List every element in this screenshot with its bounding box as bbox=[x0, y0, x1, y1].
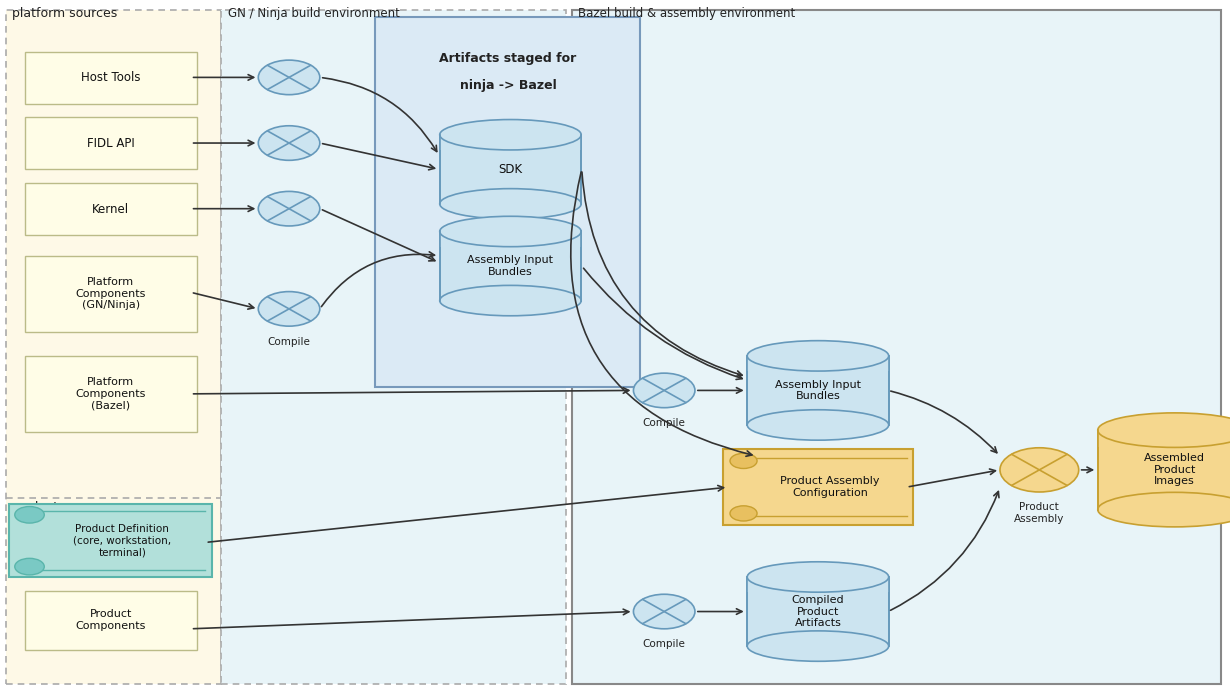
FancyBboxPatch shape bbox=[25, 117, 197, 169]
FancyBboxPatch shape bbox=[572, 10, 1221, 684]
FancyBboxPatch shape bbox=[25, 256, 197, 332]
Ellipse shape bbox=[440, 285, 581, 316]
Ellipse shape bbox=[440, 216, 581, 247]
FancyBboxPatch shape bbox=[723, 449, 913, 525]
Circle shape bbox=[731, 453, 758, 468]
FancyBboxPatch shape bbox=[25, 52, 197, 104]
Circle shape bbox=[258, 60, 320, 95]
Text: Compiled
Product
Artifacts: Compiled Product Artifacts bbox=[792, 595, 844, 628]
FancyBboxPatch shape bbox=[748, 576, 888, 592]
Text: ninja -> Bazel: ninja -> Bazel bbox=[460, 79, 556, 93]
FancyBboxPatch shape bbox=[1097, 430, 1230, 448]
Ellipse shape bbox=[748, 562, 888, 592]
Text: Artifacts staged for: Artifacts staged for bbox=[439, 52, 577, 65]
Text: Compile: Compile bbox=[268, 337, 310, 346]
Text: Product Assembly
Configuration: Product Assembly Configuration bbox=[781, 476, 879, 498]
FancyBboxPatch shape bbox=[748, 577, 888, 646]
FancyBboxPatch shape bbox=[25, 183, 197, 235]
FancyBboxPatch shape bbox=[748, 356, 888, 425]
FancyBboxPatch shape bbox=[25, 356, 197, 432]
Circle shape bbox=[1000, 448, 1079, 492]
Circle shape bbox=[633, 373, 695, 408]
Text: Host Tools: Host Tools bbox=[81, 71, 140, 84]
Text: Product
Assembly: Product Assembly bbox=[1015, 502, 1064, 524]
Text: Assembly Input
Bundles: Assembly Input Bundles bbox=[775, 379, 861, 401]
Ellipse shape bbox=[440, 189, 581, 219]
Ellipse shape bbox=[1097, 492, 1230, 527]
FancyBboxPatch shape bbox=[1097, 430, 1230, 510]
Ellipse shape bbox=[748, 631, 888, 661]
Text: Product Definition
(core, workstation,
terminal): Product Definition (core, workstation, t… bbox=[74, 524, 171, 558]
Circle shape bbox=[633, 594, 695, 629]
Text: Assembled
Product
Images: Assembled Product Images bbox=[1144, 453, 1205, 486]
Text: FIDL API: FIDL API bbox=[87, 137, 134, 150]
FancyBboxPatch shape bbox=[440, 231, 581, 301]
FancyBboxPatch shape bbox=[375, 17, 640, 387]
Text: GN / Ninja build environment: GN / Ninja build environment bbox=[228, 7, 400, 20]
FancyBboxPatch shape bbox=[748, 355, 888, 371]
Text: product sources: product sources bbox=[10, 501, 111, 514]
FancyBboxPatch shape bbox=[440, 231, 581, 247]
Ellipse shape bbox=[748, 410, 888, 440]
Text: platform sources: platform sources bbox=[12, 7, 118, 20]
FancyBboxPatch shape bbox=[6, 10, 221, 684]
Text: Compile: Compile bbox=[643, 418, 685, 428]
Text: SDK: SDK bbox=[498, 163, 523, 176]
Circle shape bbox=[258, 292, 320, 326]
Text: Kernel: Kernel bbox=[92, 202, 129, 216]
Ellipse shape bbox=[440, 120, 581, 150]
Circle shape bbox=[15, 507, 44, 523]
Circle shape bbox=[731, 506, 758, 521]
Ellipse shape bbox=[1097, 413, 1230, 448]
Text: Platform
Components
(GN/Ninja): Platform Components (GN/Ninja) bbox=[75, 277, 146, 310]
FancyBboxPatch shape bbox=[9, 504, 212, 577]
FancyBboxPatch shape bbox=[221, 10, 566, 684]
FancyBboxPatch shape bbox=[440, 134, 581, 150]
FancyBboxPatch shape bbox=[25, 591, 197, 650]
Circle shape bbox=[258, 191, 320, 226]
Text: Bazel build & assembly environment: Bazel build & assembly environment bbox=[578, 7, 796, 20]
Text: Platform
Components
(Bazel): Platform Components (Bazel) bbox=[75, 377, 146, 410]
Text: Compile: Compile bbox=[643, 639, 685, 649]
Text: Product
Components: Product Components bbox=[75, 609, 146, 631]
Circle shape bbox=[15, 558, 44, 575]
Text: Assembly Input
Bundles: Assembly Input Bundles bbox=[467, 255, 554, 277]
Ellipse shape bbox=[748, 341, 888, 371]
Circle shape bbox=[258, 126, 320, 160]
FancyBboxPatch shape bbox=[440, 135, 581, 204]
